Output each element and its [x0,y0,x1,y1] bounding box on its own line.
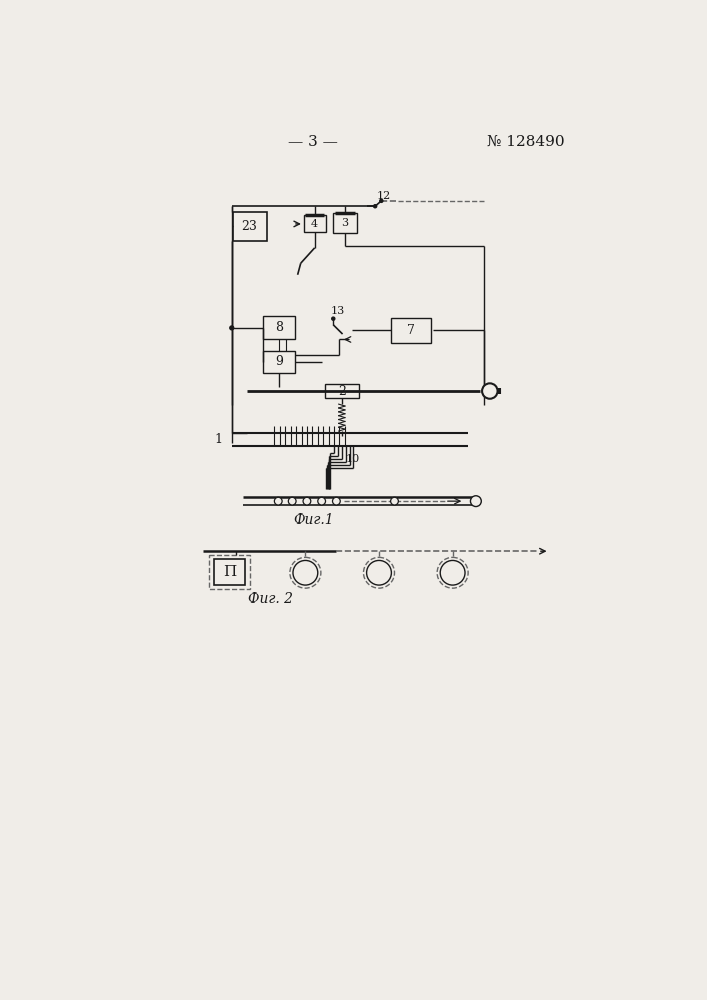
Bar [263,351,296,373]
Text: Л: Л [448,569,457,578]
Circle shape [332,317,335,320]
Circle shape [391,497,398,505]
Bar [333,213,356,233]
Bar [263,316,296,339]
Bar [304,215,325,232]
Bar [391,318,431,343]
Circle shape [303,497,311,505]
Text: 8: 8 [275,321,283,334]
Bar [325,384,359,398]
Text: — 3 —: — 3 — [288,135,338,149]
Text: Л: Л [375,569,383,578]
Text: 1: 1 [214,433,223,446]
Circle shape [363,557,395,588]
Text: Л: Л [301,569,310,578]
Text: 23: 23 [242,220,257,233]
Text: 10: 10 [346,454,360,464]
Circle shape [373,205,377,208]
Text: 13: 13 [330,306,344,316]
Circle shape [293,560,317,585]
Text: 7: 7 [407,324,415,337]
Circle shape [482,383,498,399]
Circle shape [437,557,468,588]
Circle shape [470,496,481,507]
Text: Фиг. 2: Фиг. 2 [248,592,293,606]
Text: № 128490: № 128490 [487,135,565,149]
Bar [233,212,267,241]
Text: 4: 4 [311,219,318,229]
Circle shape [367,560,392,585]
Text: 12: 12 [377,191,391,201]
Circle shape [440,560,465,585]
Circle shape [290,557,321,588]
Circle shape [380,199,383,202]
Bar [209,555,250,589]
Circle shape [332,497,340,505]
Circle shape [274,497,282,505]
Circle shape [230,326,234,330]
Bar [214,559,245,585]
Text: Фиг.1: Фиг.1 [293,513,334,527]
Text: П: П [223,565,236,579]
Circle shape [317,497,325,505]
Text: 3: 3 [341,218,349,228]
Text: 9: 9 [275,355,283,368]
Circle shape [288,497,296,505]
Text: 2: 2 [338,385,346,398]
